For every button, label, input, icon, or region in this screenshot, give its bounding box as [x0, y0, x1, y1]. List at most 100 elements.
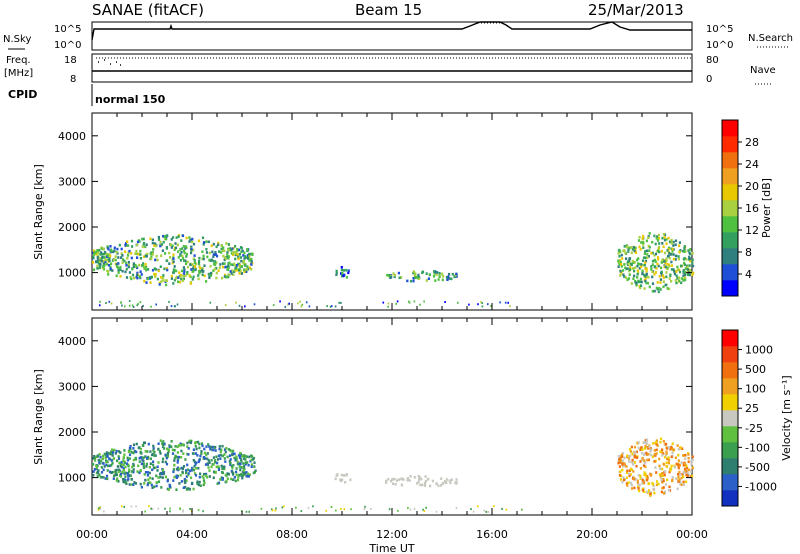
echo-cell: [485, 510, 488, 513]
echo-cell: [103, 261, 106, 265]
echo-cell: [617, 461, 620, 465]
echo-cell: [217, 458, 220, 461]
colorbar-tick-label: 500: [745, 363, 766, 376]
echo-cell: [156, 277, 159, 281]
echo-cell: [670, 242, 673, 245]
echo-cell: [677, 463, 680, 467]
echo-cell: [428, 273, 431, 277]
echo-cell: [237, 262, 240, 266]
echo-cell: [622, 273, 625, 276]
echo-cell: [190, 439, 193, 443]
echo-cell: [220, 251, 223, 254]
echo-cell: [686, 474, 689, 477]
echo-cell: [134, 252, 137, 255]
freq-tick-low: 8: [70, 74, 76, 85]
echo-cell: [382, 301, 385, 304]
echo-cell: [626, 469, 629, 473]
echo-cell: [619, 250, 622, 254]
colorbar-swatch: [722, 458, 738, 475]
echo-cell: [177, 444, 181, 447]
echo-cell: [692, 272, 695, 275]
echo-cell: [188, 240, 191, 243]
echo-cell: [680, 277, 683, 280]
echo-cell: [481, 302, 483, 304]
echo-cell: [125, 276, 129, 279]
echo-cell: [102, 247, 105, 251]
echo-cell: [127, 244, 130, 247]
echo-cell: [206, 452, 209, 455]
echo-cell: [98, 260, 101, 264]
echo-cell: [202, 510, 204, 513]
echo-cell: [659, 476, 662, 479]
echo-cell: [232, 273, 235, 276]
echo-cell: [107, 247, 110, 251]
echo-cell: [643, 273, 646, 277]
y-tick-label: 2000: [58, 221, 86, 234]
echo-cell: [247, 463, 250, 467]
echo-cell: [237, 269, 241, 272]
colorbar-swatch: [722, 280, 738, 297]
echo-cell: [633, 269, 636, 273]
echo-cell: [167, 448, 170, 451]
echo-cell: [153, 272, 156, 276]
echo-cell: [174, 445, 177, 448]
echo-cell: [182, 249, 186, 253]
echo-cell: [112, 477, 115, 480]
echo-cell: [397, 271, 400, 275]
echo-cell: [149, 481, 152, 484]
echo-cell: [670, 238, 673, 242]
echo-cell: [142, 465, 145, 468]
echo-cell: [124, 244, 127, 247]
echo-cell: [144, 471, 148, 474]
echo-cell: [207, 240, 210, 244]
echo-cell: [641, 259, 645, 262]
echo-cell: [237, 256, 240, 259]
echo-cell: [656, 262, 659, 266]
echo-cell: [228, 454, 232, 457]
echo-cell: [232, 246, 235, 250]
echo-cell: [227, 248, 230, 252]
colorbar-tick-label: -25: [745, 422, 763, 435]
colorbar-swatch: [722, 490, 738, 507]
power-colorbar-cells: [722, 120, 738, 297]
echo-cell: [98, 473, 101, 477]
echo-cell: [454, 274, 457, 277]
echo-cell: [120, 301, 122, 304]
echo-cell: [689, 470, 692, 473]
echo-cell: [667, 456, 670, 460]
echo-cell: [101, 266, 105, 270]
echo-cell: [165, 456, 168, 460]
echo-cell: [232, 473, 235, 476]
echo-cell: [132, 470, 135, 474]
echo-cell: [100, 251, 103, 254]
echo-cell: [661, 258, 664, 262]
echo-cell: [640, 280, 643, 284]
echo-cell: [131, 273, 135, 277]
echo-cell: [188, 469, 191, 473]
echo-cell: [149, 276, 152, 279]
echo-cell: [425, 272, 428, 275]
echo-cell: [685, 480, 688, 484]
echo-cell: [648, 285, 651, 289]
echo-cell: [427, 477, 430, 481]
echo-cell: [146, 450, 149, 453]
echo-cell: [690, 459, 693, 463]
echo-cell: [172, 260, 175, 264]
echo-cell: [99, 455, 102, 459]
echo-cell: [245, 510, 248, 513]
echo-cell: [183, 268, 186, 271]
echo-cell: [632, 463, 635, 466]
echo-cell: [240, 473, 243, 477]
echo-cell: [180, 480, 183, 483]
echo-cell: [101, 454, 105, 458]
echo-cell: [640, 241, 643, 244]
echo-cell: [188, 488, 191, 491]
echo-cell: [101, 247, 104, 250]
echo-cell: [92, 268, 96, 272]
echo-cell: [663, 492, 666, 495]
echo-cell: [126, 240, 129, 243]
echo-cell: [98, 453, 101, 456]
echo-cell: [646, 446, 649, 449]
echo-cell: [221, 467, 224, 470]
echo-cell: [388, 274, 391, 277]
